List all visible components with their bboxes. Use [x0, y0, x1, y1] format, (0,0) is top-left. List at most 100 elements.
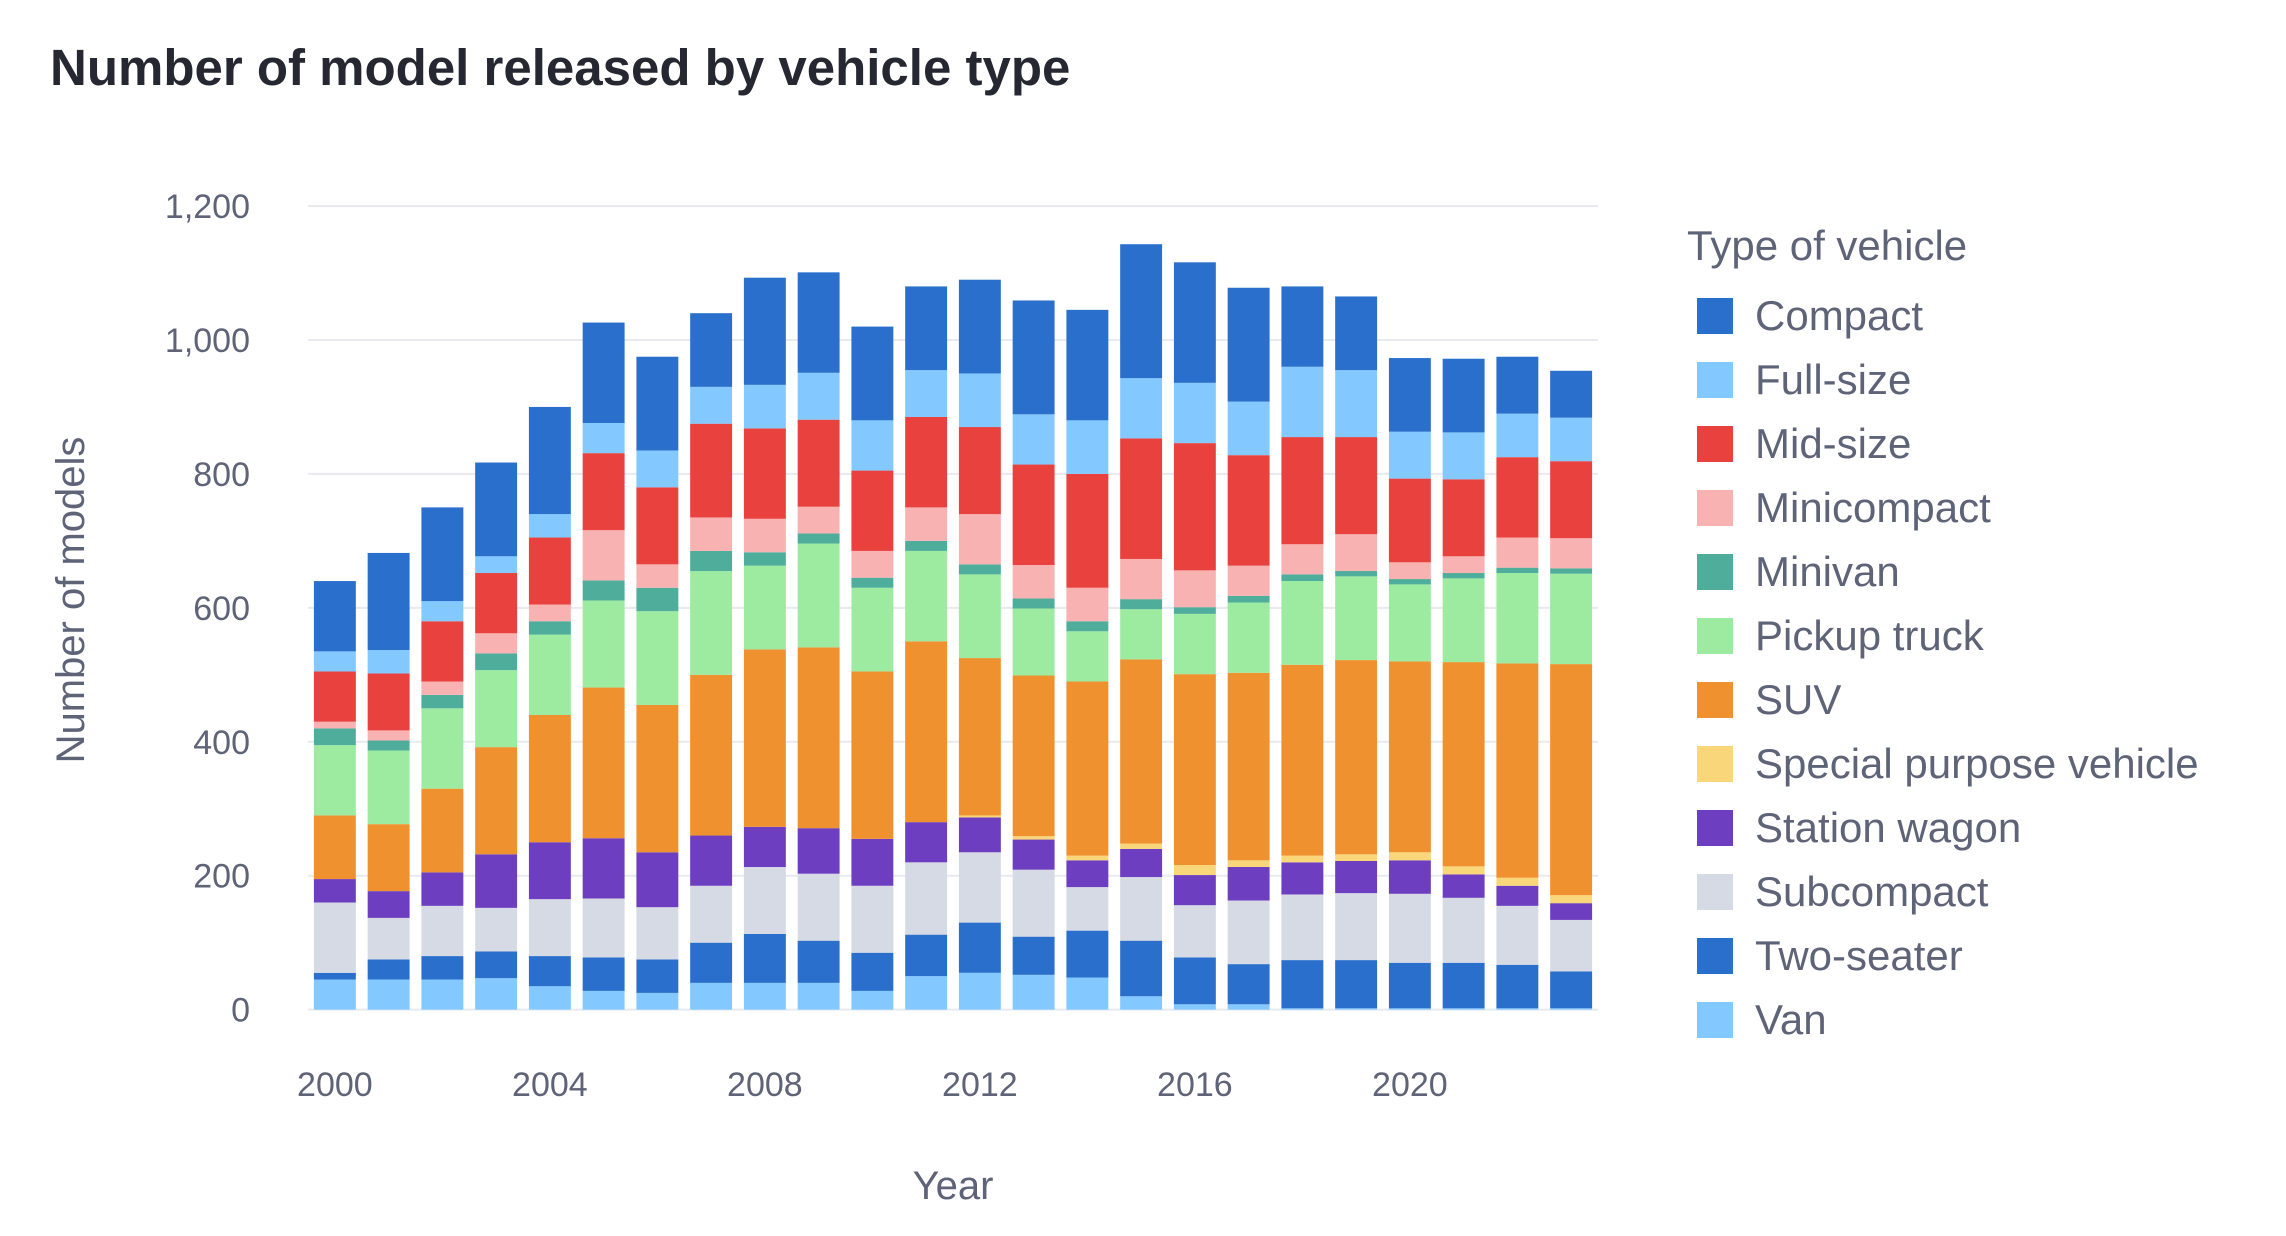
bar-segment: [1281, 1008, 1324, 1010]
bar-segment: [690, 835, 733, 886]
bar-segment: [528, 514, 571, 538]
bar-segment: [1442, 358, 1485, 433]
legend-item: Minicompact: [1697, 484, 1991, 531]
bar-segment: [636, 564, 679, 588]
bar-segment: [1550, 971, 1593, 1009]
bar-segment: [905, 822, 948, 863]
bar-segment: [528, 956, 571, 987]
legend-label: Special purpose vehicle: [1755, 740, 2199, 787]
legend-item: Station wagon: [1697, 804, 2021, 851]
bar-segment: [1388, 893, 1431, 963]
bar-segment: [582, 453, 625, 531]
bar-segment: [1496, 1008, 1539, 1010]
bar-stack-2021: [1442, 358, 1485, 1010]
bar-segment: [421, 788, 464, 873]
bar-segment: [1550, 417, 1593, 462]
bar-segment: [1120, 558, 1163, 600]
bar-segment: [367, 750, 410, 825]
legend-label: Station wagon: [1755, 804, 2021, 851]
bar-segment: [528, 537, 571, 605]
legend-swatch: [1697, 746, 1733, 782]
bar-segment: [905, 641, 948, 823]
bar-segment: [421, 507, 464, 602]
bar-segment: [797, 940, 840, 983]
bar-segment: [1550, 919, 1593, 972]
bar-segment: [1335, 296, 1378, 371]
bar-stack-2001: [367, 552, 410, 1010]
y-axis-ticks: 0 200 400 600 800 1,000 1,200: [165, 188, 250, 1030]
y-tick-label: 1,200: [165, 188, 250, 226]
bar-segment: [636, 450, 679, 488]
chart-title: Number of model released by vehicle type: [50, 39, 1071, 96]
bar-segment: [851, 420, 894, 471]
bar-segment: [367, 979, 410, 1010]
bar-segment: [690, 982, 733, 1010]
legend-title: Type of vehicle: [1687, 222, 1967, 269]
bar-segment: [313, 902, 356, 973]
bar-segment: [636, 852, 679, 908]
legend-label: Subcompact: [1755, 868, 1989, 915]
bar-segment: [905, 370, 948, 417]
bar-stack-2011: [905, 286, 948, 1010]
bar-segment: [367, 552, 410, 651]
legend-label: Van: [1755, 996, 1827, 1043]
bar-stack-2006: [636, 356, 679, 1010]
bar-segment: [1227, 1004, 1270, 1010]
bar-stack-2008: [743, 277, 786, 1010]
bar-segment: [1335, 370, 1378, 438]
bar-segment: [1173, 607, 1216, 614]
bar-segment: [1388, 860, 1431, 894]
bar-segment: [1066, 631, 1109, 682]
legend-label: Compact: [1755, 292, 1923, 339]
bar-segment: [1442, 662, 1485, 867]
x-tick-label: 2020: [1372, 1066, 1448, 1104]
bar-segment: [475, 573, 518, 634]
bar-segment: [528, 621, 571, 635]
bar-segment: [958, 574, 1001, 659]
bar-segment: [1012, 936, 1055, 975]
bar-segment: [367, 959, 410, 980]
bar-segment: [851, 577, 894, 588]
bar-segment: [1173, 613, 1216, 675]
bar-segment: [1388, 358, 1431, 432]
bar-segment: [743, 565, 786, 650]
bar-stack-2002: [421, 507, 464, 1010]
bar-segment: [1066, 860, 1109, 888]
legend-item: Pickup truck: [1697, 612, 1985, 659]
bar-segment: [1388, 852, 1431, 861]
bar-segment: [1281, 862, 1324, 895]
bar-segment: [582, 990, 625, 1010]
bar-segment: [582, 687, 625, 839]
bar-segment: [1550, 573, 1593, 665]
bar-segment: [1550, 903, 1593, 920]
bar-segment: [905, 416, 948, 508]
bar-segment: [1012, 974, 1055, 1010]
bar-segment: [1012, 464, 1055, 565]
bar-segment: [1388, 478, 1431, 563]
legend-item: Mid-size: [1697, 420, 1911, 467]
bar-segment: [313, 879, 356, 903]
bar-segment: [1120, 843, 1163, 849]
bar-segment: [1120, 378, 1163, 439]
legend-swatch: [1697, 810, 1733, 846]
legend-swatch: [1697, 938, 1733, 974]
bar-segment: [1012, 675, 1055, 837]
bar-segment: [1388, 962, 1431, 1009]
bar-segment: [475, 747, 518, 855]
bar-segment: [636, 992, 679, 1010]
bar-segment: [1335, 576, 1378, 661]
bar-segment: [636, 907, 679, 960]
bar-segment: [958, 817, 1001, 853]
bar-segment: [1442, 866, 1485, 875]
bar-segment: [1442, 479, 1485, 557]
legend-item: Full-size: [1697, 356, 1911, 403]
bar-segment: [1442, 874, 1485, 898]
bar-segment: [1388, 431, 1431, 479]
bar-segment: [1496, 885, 1539, 906]
bar-segment: [1173, 262, 1216, 383]
bar-segment: [528, 714, 571, 843]
bar-segment: [636, 611, 679, 705]
bar-stack-2009: [797, 272, 840, 1010]
bar-segment: [690, 313, 733, 387]
